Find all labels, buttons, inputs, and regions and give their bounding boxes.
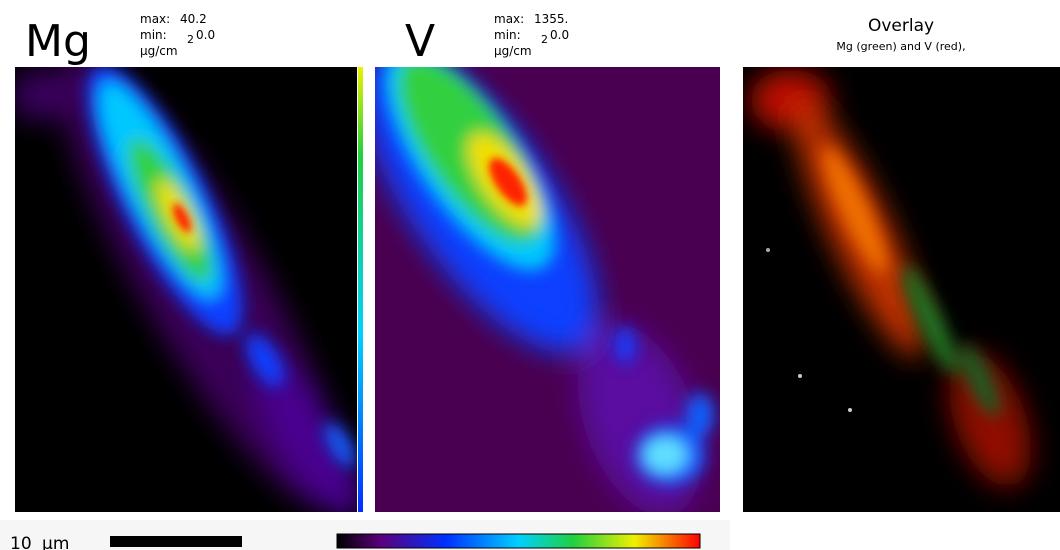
overlay-map (743, 67, 1060, 512)
max-label: max: (494, 12, 524, 26)
element-label: Mg (25, 16, 91, 67)
colorbar (337, 534, 700, 548)
unit: µg/cm (494, 44, 532, 58)
max-value: 40.2 (180, 12, 207, 26)
min-label: min: (494, 28, 521, 42)
unit: µg/cm (140, 44, 178, 58)
max-label: max: (140, 12, 170, 26)
figure: Mg max: 40.2 min: 2 0.0 µg/cm V max: 135… (0, 0, 1060, 550)
min-label: min: (140, 28, 167, 42)
min-value: 0.0 (196, 28, 215, 42)
v-map (319, 12, 725, 532)
unit-exponent: 2 (541, 33, 548, 46)
overlay-subtitle: Mg (green) and V (red), (836, 40, 965, 53)
min-value: 0.0 (550, 28, 569, 42)
overlay-title: Overlay (868, 16, 934, 36)
max-value: 1355. (534, 12, 568, 26)
scale-unit: µm (42, 534, 69, 550)
unit-exponent: 2 (187, 33, 194, 46)
scale-bar (110, 536, 242, 547)
side-colorbar (358, 67, 363, 512)
mg-map (10, 25, 382, 535)
scale-length: 10 (10, 534, 32, 550)
element-label: V (405, 16, 435, 67)
